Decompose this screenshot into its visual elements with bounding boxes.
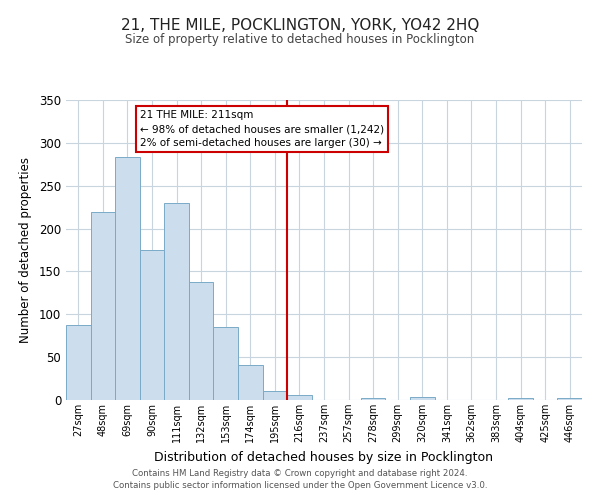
- Bar: [66, 326, 91, 400]
- Bar: [140, 250, 164, 400]
- Bar: [214, 327, 238, 400]
- Bar: [91, 212, 115, 400]
- Text: 21, THE MILE, POCKLINGTON, YORK, YO42 2HQ: 21, THE MILE, POCKLINGTON, YORK, YO42 2H…: [121, 18, 479, 32]
- Bar: [508, 398, 533, 400]
- Bar: [115, 158, 140, 400]
- Bar: [287, 395, 312, 400]
- Text: 21 THE MILE: 211sqm
← 98% of detached houses are smaller (1,242)
2% of semi-deta: 21 THE MILE: 211sqm ← 98% of detached ho…: [140, 110, 384, 148]
- Bar: [263, 390, 287, 400]
- Bar: [164, 203, 189, 400]
- Bar: [410, 398, 434, 400]
- Text: Size of property relative to detached houses in Pocklington: Size of property relative to detached ho…: [125, 32, 475, 46]
- Bar: [361, 398, 385, 400]
- Y-axis label: Number of detached properties: Number of detached properties: [19, 157, 32, 343]
- Text: Contains HM Land Registry data © Crown copyright and database right 2024.: Contains HM Land Registry data © Crown c…: [132, 468, 468, 477]
- Bar: [557, 398, 582, 400]
- Text: Contains public sector information licensed under the Open Government Licence v3: Contains public sector information licen…: [113, 481, 487, 490]
- Bar: [238, 365, 263, 400]
- X-axis label: Distribution of detached houses by size in Pocklington: Distribution of detached houses by size …: [155, 450, 493, 464]
- Bar: [189, 282, 214, 400]
